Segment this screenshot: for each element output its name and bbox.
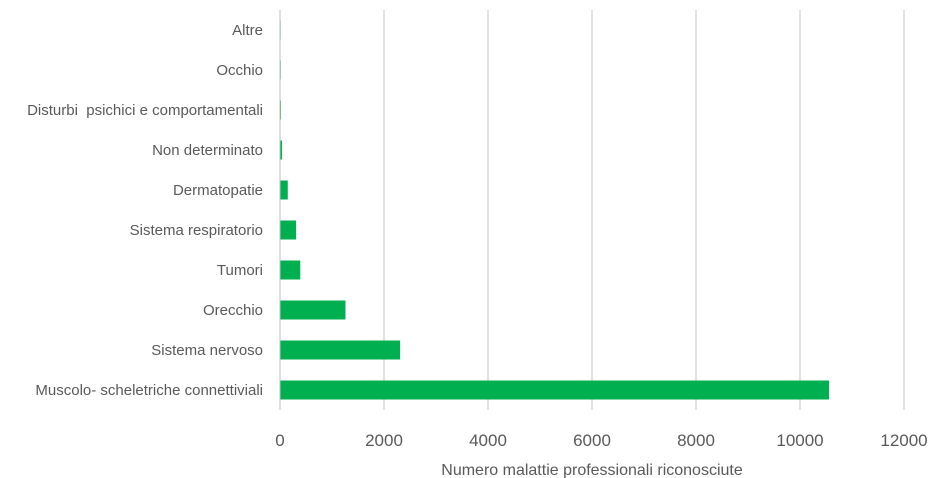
x-tick-label: 2000: [365, 431, 403, 450]
bar: [280, 180, 288, 200]
x-tick-labels: 0 2000 4000 6000 8000 10000 12000: [275, 431, 927, 450]
bar: [280, 220, 297, 240]
gridlines: [279, 10, 905, 410]
x-tick-label: 10000: [776, 431, 823, 450]
x-tick-label: 8000: [677, 431, 715, 450]
x-tick-label: 0: [275, 431, 284, 450]
x-tick-label: 6000: [573, 431, 611, 450]
category-label: Non determinato: [152, 142, 263, 159]
bar: [280, 260, 301, 280]
category-label: Disturbi psichici e comportamentali: [27, 102, 263, 119]
bars: [280, 20, 830, 400]
category-label: Dermatopatie: [173, 182, 263, 199]
x-axis-title: Numero malattie professionali riconosciu…: [441, 462, 743, 478]
category-label: Muscolo- scheletriche connettiviali: [35, 382, 263, 399]
category-label: Sistema nervoso: [151, 342, 263, 359]
category-label: Occhio: [216, 62, 263, 79]
bar: [280, 300, 346, 320]
category-label: Orecchio: [203, 302, 263, 319]
bar: [280, 380, 830, 400]
category-label: Altre: [232, 22, 263, 39]
x-tick-label: 12000: [880, 431, 927, 450]
bar: [280, 140, 283, 160]
bar: [280, 340, 401, 360]
category-label: Sistema respiratorio: [130, 222, 263, 239]
category-labels: Altre Occhio Disturbi psichici e comportam…: [27, 22, 263, 399]
category-label: Tumori: [217, 262, 263, 279]
x-tick-label: 4000: [469, 431, 507, 450]
